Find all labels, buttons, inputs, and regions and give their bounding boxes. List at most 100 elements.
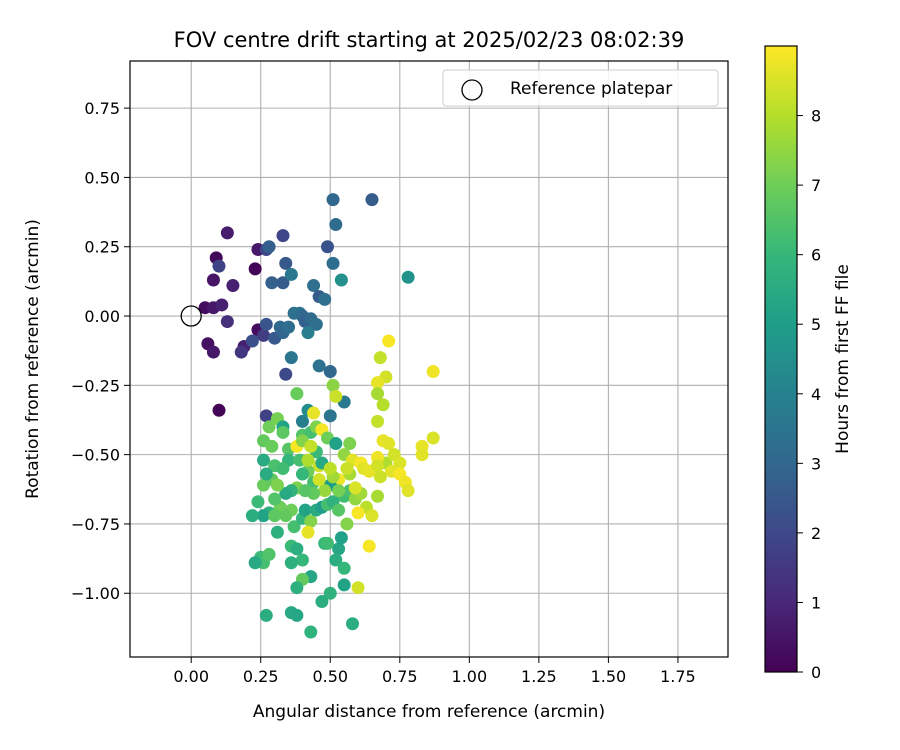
data-point (265, 276, 279, 290)
data-point (426, 431, 440, 445)
data-point (415, 448, 429, 462)
data-point (262, 420, 276, 434)
data-point (329, 437, 343, 451)
data-point (351, 581, 365, 595)
data-point (220, 315, 234, 329)
data-point (257, 509, 271, 523)
data-point (251, 495, 265, 509)
data-point (351, 506, 365, 520)
data-point (279, 509, 293, 523)
data-point (298, 503, 312, 517)
colorbar-tick-label: 6 (811, 246, 821, 265)
data-point (376, 398, 390, 412)
data-point (257, 328, 271, 342)
x-axis-ticks: 0.00 0.25 0.50 0.75 1.00 1.25 1.50 1.75 (173, 657, 696, 686)
reference-marker-layer (180, 305, 202, 327)
data-point (248, 556, 262, 570)
data-point (284, 351, 298, 365)
data-point (371, 387, 385, 401)
y-tick-label: 0.50 (84, 168, 120, 187)
data-point (343, 437, 357, 451)
legend: Reference platepar (442, 69, 719, 107)
data-point (245, 334, 259, 348)
data-point (309, 317, 323, 331)
data-point (245, 509, 259, 523)
data-point (326, 193, 340, 207)
y-tick-label: −0.25 (71, 376, 120, 395)
data-point (371, 489, 385, 503)
x-tick-label: 1.50 (591, 667, 627, 686)
data-point (304, 625, 318, 639)
y-tick-label: −1.00 (71, 584, 120, 603)
data-point (304, 439, 318, 453)
colorbar-tick-label: 8 (811, 107, 821, 126)
y-tick-label: 0.25 (84, 238, 120, 257)
data-point (401, 484, 415, 498)
data-point (268, 492, 282, 506)
data-point (393, 456, 407, 470)
y-axis-title: Rotation from reference (arcmin) (23, 219, 43, 499)
colorbar-tick-label: 2 (811, 524, 821, 543)
colorbar-title: Hours from first FF file (833, 264, 853, 454)
data-point (337, 578, 351, 592)
data-point (329, 218, 343, 232)
data-point (401, 270, 415, 284)
data-point (318, 292, 332, 306)
data-point (371, 414, 385, 428)
data-point (270, 478, 284, 492)
data-point (304, 514, 318, 528)
data-point (206, 273, 220, 287)
x-tick-label: 0.75 (382, 667, 418, 686)
plot-frame (129, 60, 729, 658)
data-point (326, 378, 340, 392)
colorbar-tick-label: 1 (811, 593, 821, 612)
data-point (259, 608, 273, 622)
legend-reference-marker-icon (461, 79, 483, 101)
data-point (270, 525, 284, 539)
data-point (265, 439, 279, 453)
grid-lines (130, 61, 728, 657)
data-point (279, 256, 293, 270)
data-point (348, 481, 362, 495)
data-point (307, 406, 321, 420)
data-point (365, 193, 379, 207)
data-point (382, 334, 396, 348)
data-point (259, 317, 273, 331)
data-point (318, 484, 332, 498)
legend-box (442, 69, 719, 107)
x-tick-label: 0.00 (173, 667, 209, 686)
data-point (290, 581, 304, 595)
chart-title: FOV centre drift starting at 2025/02/23 … (174, 28, 685, 52)
data-point (365, 509, 379, 523)
y-tick-label: 0.00 (84, 307, 120, 326)
data-point (315, 595, 329, 609)
data-point (334, 531, 348, 545)
data-point (206, 345, 220, 359)
data-point (279, 486, 293, 500)
data-point (295, 467, 309, 481)
colorbar-tick-label: 4 (811, 385, 821, 404)
data-point (215, 298, 229, 312)
x-tick-label: 1.75 (660, 667, 696, 686)
data-point (257, 453, 271, 467)
data-point (212, 403, 226, 417)
data-point (371, 459, 385, 473)
reference-platepar-marker (180, 305, 202, 327)
colorbar-tick-label: 7 (811, 176, 821, 195)
data-point (301, 525, 315, 539)
data-point (262, 547, 276, 561)
data-point (234, 345, 248, 359)
data-point (329, 553, 343, 567)
data-point (362, 539, 376, 553)
data-point (323, 409, 337, 423)
colorbar-ticks: 0 1 2 3 4 5 6 7 8 (797, 107, 821, 682)
data-point (340, 461, 354, 475)
data-point (284, 556, 298, 570)
y-tick-label: 0.75 (84, 99, 120, 118)
data-point (337, 561, 351, 575)
data-point (340, 517, 354, 531)
colorbar-tick-label: 0 (811, 663, 821, 682)
data-point (226, 279, 240, 293)
data-point (276, 229, 290, 243)
legend-entry-label: Reference platepar (510, 79, 672, 99)
